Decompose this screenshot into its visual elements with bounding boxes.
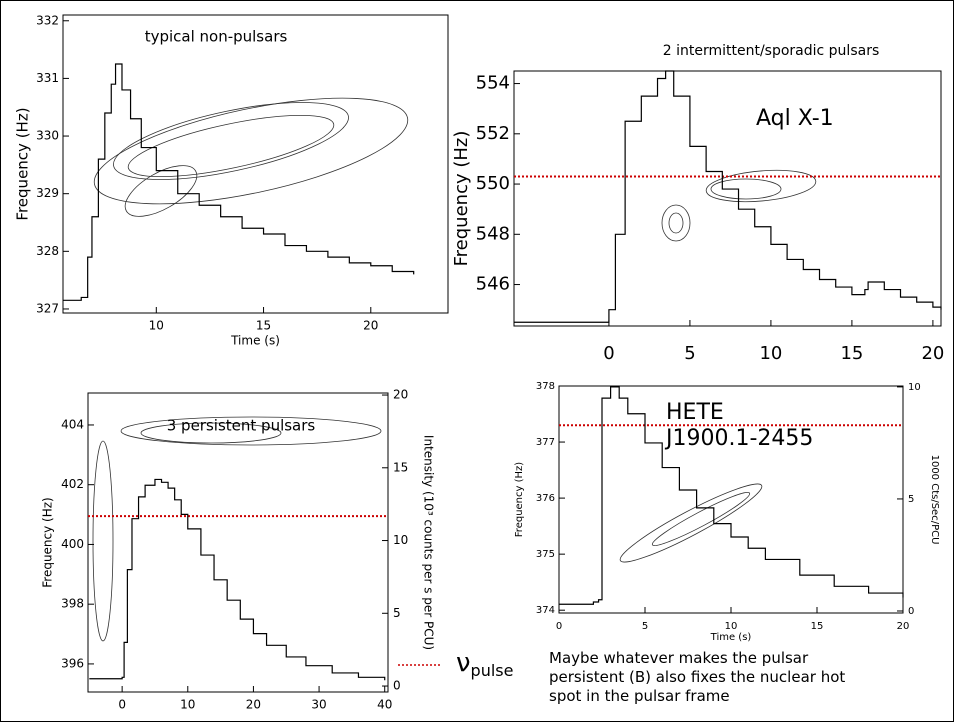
plot-frame [558,385,904,614]
x-tick-label: 15 [811,621,824,632]
y-tick-label: 550 [476,173,510,194]
y2-tick-label: 5 [393,606,401,620]
x-tick-label: 0 [603,343,614,364]
y2-axis-label: 1000 Cts/Sec/PCU [929,455,940,545]
x-axis-label: Time (s) [230,334,280,348]
y-tick-label: 400 [61,537,84,551]
y-tick-label: 375 [536,549,555,560]
pulse-label: νpulse [456,648,513,680]
y-tick-label: 404 [61,417,84,431]
y2-tick-label: 10 [908,382,921,393]
y-tick-label: 402 [61,477,84,491]
y2-tick-label: 0 [908,606,914,617]
x-tick-label: 10 [149,319,164,333]
y-tick-label: 332 [36,13,59,27]
contour [710,178,782,200]
x-tick-label: 15 [840,343,863,364]
light-curve [63,63,415,301]
y-tick-label: 377 [536,437,555,448]
x-tick-label: 10 [725,621,738,632]
chart-title: typical non-pulsars [145,28,288,46]
y-tick-label: 376 [536,493,555,504]
y-tick-label: 374 [536,605,555,616]
x-axis-label: Time (s) [710,632,752,643]
y-tick-label: 396 [61,656,84,670]
contour [93,97,409,205]
x-tick-label: 30 [311,698,326,712]
x-tick-label: 5 [684,343,695,364]
contour [124,165,198,217]
y-tick-label: 327 [36,301,59,315]
y-tick-label: 329 [36,186,59,200]
contour [127,114,335,178]
contour [113,102,349,180]
pulse-subscript: pulse [471,661,514,680]
note-line: Maybe whatever makes the pulsar [549,649,809,667]
chart-title: HETE [666,400,724,425]
chart-title: 3 persistent pulsars [167,417,316,435]
y-axis-label: Frequency (Hz) [41,497,55,588]
x-tick-label: 20 [363,319,378,333]
plot-frame [62,14,449,314]
light-curve [514,70,942,323]
chart-title: 2 intermittent/sporadic pulsars [663,43,880,59]
plot-frame [87,392,389,693]
contours [92,97,817,642]
x-tick-label: 40 [377,698,392,712]
note-line: persistent (B) also fixes the nuclear ho… [549,668,846,686]
contour [668,212,684,234]
light-curve [89,478,386,681]
contour [705,169,817,203]
y-tick-label: 378 [536,381,555,392]
y-tick-label: 328 [36,244,59,258]
x-tick-label: 10 [759,343,782,364]
contour [140,422,282,444]
pulse-symbol: ν [456,648,471,678]
x-tick-label: 5 [642,621,648,632]
x-tick-label: 15 [256,319,271,333]
contour [619,483,763,563]
chart-title: J1900.1-2455 [664,426,813,451]
note-line: spot in the pulsar frame [549,687,730,705]
x-tick-label: 10 [180,698,195,712]
y-axis-label: Frequency (Hz) [451,131,472,267]
x-tick-label: 20 [921,343,944,364]
y-tick-label: 552 [476,123,510,144]
y2-tick-label: 15 [393,460,408,474]
y-tick-label: 554 [476,73,510,94]
contour [120,416,382,446]
y-tick-label: 398 [61,597,84,611]
contour [651,492,751,546]
y-tick-label: 331 [36,71,59,85]
y2-tick-label: 20 [393,388,408,402]
x-tick-label: 0 [556,621,562,632]
y2-tick-label: 10 [393,533,408,547]
y-axis-label: Frequency (Hz) [514,462,525,538]
light-curve [559,386,904,605]
source-label: Aql X-1 [756,106,834,131]
note: Maybe whatever makes the pulsar persisten… [549,649,845,706]
x-tick-label: 20 [246,698,261,712]
plot-frame [513,70,942,327]
x-tick-label: 0 [118,698,126,712]
y-tick-label: 330 [36,129,59,143]
x-tick-label: 20 [897,621,910,632]
y-tick-label: 546 [476,274,510,295]
contour [661,204,691,242]
y2-axis-label: Intensity (10³ counts per s per PCU) [422,435,436,650]
y-axis-label: Frequency (Hz) [14,107,32,220]
y2-tick-label: 0 [393,679,401,693]
contour [92,440,114,642]
y2-tick-label: 5 [908,494,914,505]
y-tick-label: 548 [476,223,510,244]
